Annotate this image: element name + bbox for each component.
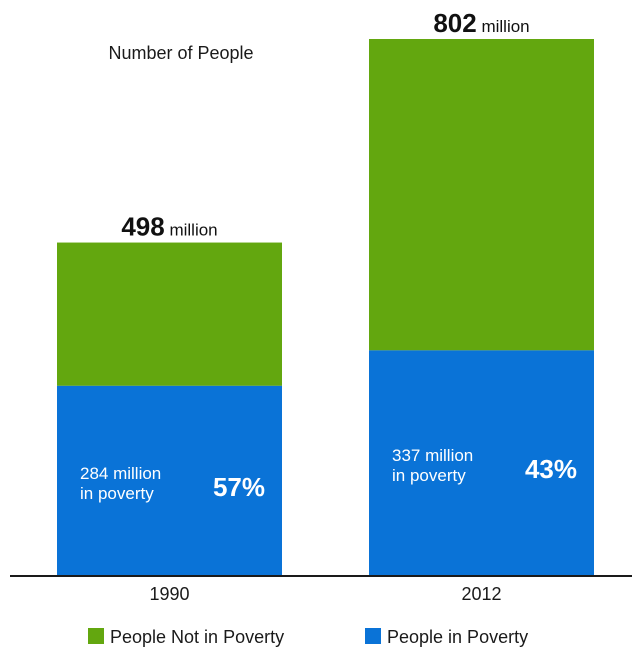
poverty-percent-2012: 43% <box>525 454 577 484</box>
total-label-1990: 498 million <box>121 212 217 242</box>
bar-in-poverty-1990 <box>57 385 282 576</box>
x-tick-label-1990: 1990 <box>149 584 189 604</box>
legend: People Not in Poverty People in Poverty <box>88 627 528 647</box>
legend-swatch-in-poverty <box>365 628 381 644</box>
legend-label-not-in-poverty: People Not in Poverty <box>110 627 284 647</box>
chart-subtitle: Number of People <box>108 43 253 63</box>
poverty-suffix-1990: in poverty <box>80 484 154 503</box>
total-value-2012: 802 <box>433 8 476 38</box>
poverty-percent-1990: 57% <box>213 472 265 502</box>
poverty-value-2012: 337 million <box>392 446 473 465</box>
bar-not-in-poverty-2012 <box>369 39 594 351</box>
poverty-suffix-2012: in poverty <box>392 466 466 485</box>
total-label-2012: 802 million <box>433 8 529 38</box>
x-tick-label-2012: 2012 <box>461 584 501 604</box>
total-value-1990: 498 <box>121 212 164 242</box>
legend-swatch-not-in-poverty <box>88 628 104 644</box>
total-unit-1990: million <box>165 221 218 240</box>
total-unit-2012: million <box>477 17 530 36</box>
bar-not-in-poverty-1990 <box>57 242 282 386</box>
legend-label-in-poverty: People in Poverty <box>387 627 528 647</box>
bar-in-poverty-2012 <box>369 350 594 576</box>
poverty-value-1990: 284 million <box>80 464 161 483</box>
